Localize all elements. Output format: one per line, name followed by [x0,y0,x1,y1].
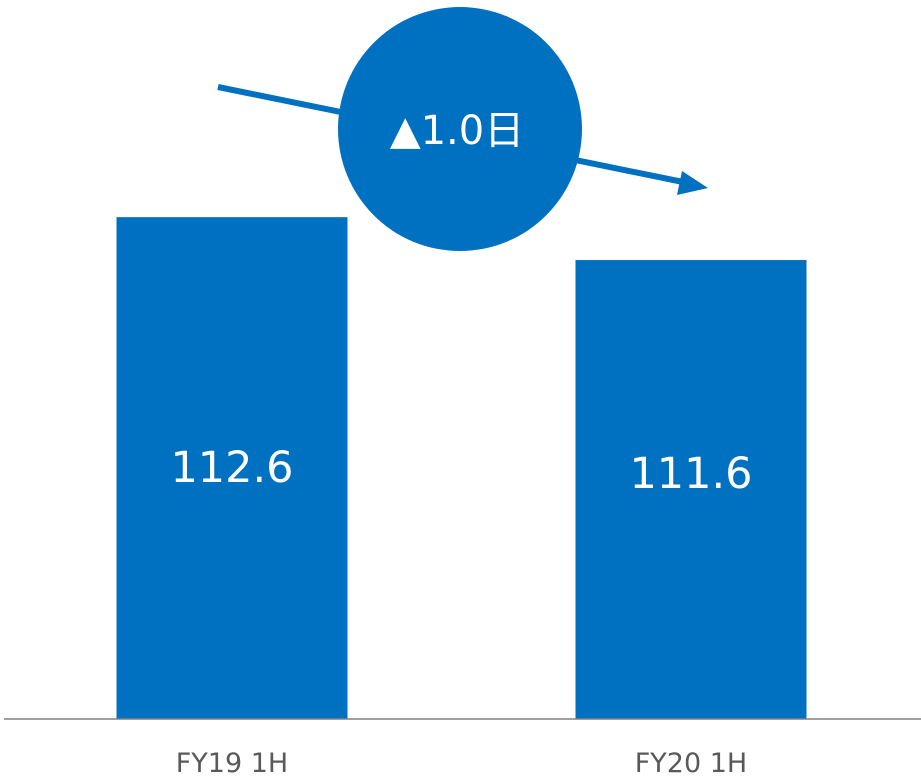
callout-text: ▲1.0日 [390,108,524,154]
bar-1 [116,217,348,719]
x-tick-label-2: FY20 1H [635,748,747,778]
tick-labels-group: FY19 1H FY20 1H [176,748,747,778]
bar-value-label-2: 111.6 [629,449,752,499]
change-callout: ▲1.0日 [217,7,708,251]
bar-2 [575,260,807,719]
bar-value-label-1: 112.6 [170,443,293,493]
callout-circle [338,7,582,251]
x-tick-label-1: FY19 1H [176,748,288,778]
bars-group: 112.6 111.6 [116,217,807,719]
trend-arrowhead-icon [677,171,708,195]
